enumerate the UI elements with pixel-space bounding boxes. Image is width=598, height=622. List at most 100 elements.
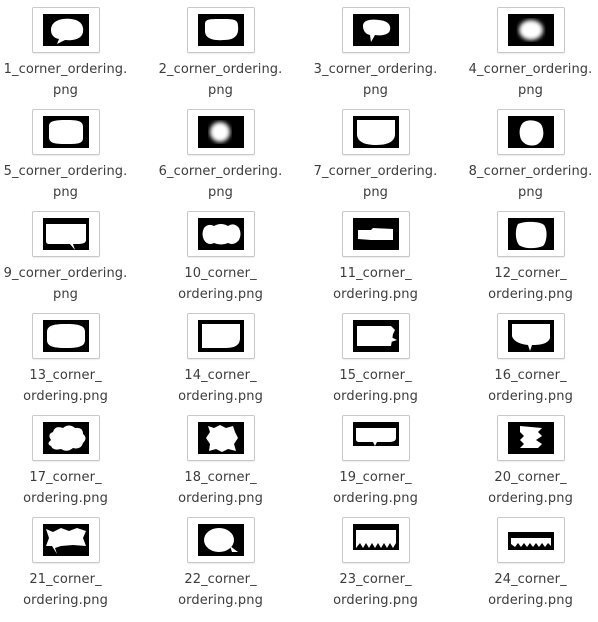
- file-item[interactable]: 11_corner_ordering.png: [298, 211, 453, 313]
- file-name-line2: png: [306, 182, 446, 203]
- file-name-label: 7_corner_ordering.png: [306, 161, 446, 203]
- file-name-line1: 15_corner_: [306, 365, 446, 386]
- file-item[interactable]: 24_corner_ordering.png: [453, 517, 598, 619]
- file-item[interactable]: 20_corner_ordering.png: [453, 415, 598, 517]
- file-name-line1: 13_corner_: [0, 365, 136, 386]
- image-preview-icon: [353, 320, 399, 352]
- file-thumbnail[interactable]: [342, 7, 410, 53]
- file-thumbnail[interactable]: [187, 211, 255, 257]
- file-name-label: 24_corner_ordering.png: [461, 569, 598, 611]
- image-preview-icon: [198, 116, 244, 148]
- image-preview-icon: [508, 524, 554, 556]
- file-thumbnail[interactable]: [342, 415, 410, 461]
- file-thumbnail[interactable]: [187, 517, 255, 563]
- file-name-line1: 14_corner_: [151, 365, 291, 386]
- file-name-line2: ordering.png: [461, 284, 598, 305]
- image-preview-icon: [198, 218, 244, 250]
- file-thumbnail[interactable]: [32, 415, 100, 461]
- file-item[interactable]: 18_corner_ordering.png: [143, 415, 298, 517]
- file-name-line1: 21_corner_: [0, 569, 136, 590]
- file-item[interactable]: 23_corner_ordering.png: [298, 517, 453, 619]
- file-item[interactable]: 7_corner_ordering.png: [298, 109, 453, 211]
- file-name-label: 13_corner_ordering.png: [0, 365, 136, 407]
- file-thumbnail[interactable]: [187, 109, 255, 155]
- file-name-label: 1_corner_ordering.png: [0, 59, 136, 101]
- file-name-line2: ordering.png: [306, 488, 446, 509]
- image-preview-icon: [508, 14, 554, 46]
- file-item[interactable]: 12_corner_ordering.png: [453, 211, 598, 313]
- file-thumbnail[interactable]: [497, 517, 565, 563]
- file-thumbnail[interactable]: [497, 109, 565, 155]
- file-name-line2: png: [461, 80, 598, 101]
- file-name-line2: ordering.png: [461, 488, 598, 509]
- file-name-line2: ordering.png: [0, 590, 136, 611]
- file-name-label: 21_corner_ordering.png: [0, 569, 136, 611]
- file-name-line1: 8_corner_ordering.: [461, 161, 598, 182]
- file-name-label: 8_corner_ordering.png: [461, 161, 598, 203]
- file-name-line2: ordering.png: [151, 386, 291, 407]
- file-name-line1: 12_corner_: [461, 263, 598, 284]
- file-thumbnail[interactable]: [342, 211, 410, 257]
- file-item[interactable]: 16_corner_ordering.png: [453, 313, 598, 415]
- file-item[interactable]: 22_corner_ordering.png: [143, 517, 298, 619]
- file-item[interactable]: 10_corner_ordering.png: [143, 211, 298, 313]
- file-name-label: 22_corner_ordering.png: [151, 569, 291, 611]
- file-item[interactable]: 17_corner_ordering.png: [0, 415, 143, 517]
- image-preview-icon: [43, 524, 89, 556]
- file-item[interactable]: 19_corner_ordering.png: [298, 415, 453, 517]
- file-thumbnail[interactable]: [497, 313, 565, 359]
- file-item[interactable]: 21_corner_ordering.png: [0, 517, 143, 619]
- file-thumbnail[interactable]: [497, 7, 565, 53]
- file-name-line1: 16_corner_: [461, 365, 598, 386]
- file-item[interactable]: 14_corner_ordering.png: [143, 313, 298, 415]
- file-item[interactable]: 6_corner_ordering.png: [143, 109, 298, 211]
- file-name-line2: ordering.png: [151, 284, 291, 305]
- file-name-line2: ordering.png: [306, 284, 446, 305]
- file-thumbnail[interactable]: [32, 7, 100, 53]
- file-thumbnail[interactable]: [32, 109, 100, 155]
- file-thumbnail[interactable]: [187, 415, 255, 461]
- file-thumbnail[interactable]: [497, 415, 565, 461]
- file-thumbnail[interactable]: [342, 517, 410, 563]
- file-name-label: 18_corner_ordering.png: [151, 467, 291, 509]
- file-item[interactable]: 4_corner_ordering.png: [453, 7, 598, 109]
- image-preview-icon: [43, 116, 89, 148]
- file-name-line1: 11_corner_: [306, 263, 446, 284]
- image-preview-icon: [353, 14, 399, 46]
- file-name-line1: 19_corner_: [306, 467, 446, 488]
- file-thumbnail[interactable]: [32, 313, 100, 359]
- image-preview-icon: [198, 320, 244, 352]
- file-thumbnail[interactable]: [342, 109, 410, 155]
- file-thumbnail[interactable]: [342, 313, 410, 359]
- file-thumbnail[interactable]: [187, 313, 255, 359]
- file-name-label: 16_corner_ordering.png: [461, 365, 598, 407]
- file-name-line2: png: [0, 284, 136, 305]
- file-name-line2: ordering.png: [306, 386, 446, 407]
- file-name-line1: 22_corner_: [151, 569, 291, 590]
- image-preview-icon: [508, 218, 554, 250]
- file-name-line2: ordering.png: [306, 590, 446, 611]
- file-item[interactable]: 15_corner_ordering.png: [298, 313, 453, 415]
- file-item[interactable]: 9_corner_ordering.png: [0, 211, 143, 313]
- file-name-line2: ordering.png: [151, 590, 291, 611]
- file-item[interactable]: 8_corner_ordering.png: [453, 109, 598, 211]
- file-name-label: 14_corner_ordering.png: [151, 365, 291, 407]
- file-thumbnail[interactable]: [32, 211, 100, 257]
- file-item[interactable]: 5_corner_ordering.png: [0, 109, 143, 211]
- file-name-line2: ordering.png: [0, 386, 136, 407]
- file-name-line2: ordering.png: [461, 386, 598, 407]
- file-name-label: 17_corner_ordering.png: [0, 467, 136, 509]
- file-name-line2: ordering.png: [151, 488, 291, 509]
- file-name-label: 23_corner_ordering.png: [306, 569, 446, 611]
- file-item[interactable]: 13_corner_ordering.png: [0, 313, 143, 415]
- file-name-label: 4_corner_ordering.png: [461, 59, 598, 101]
- image-preview-icon: [43, 320, 89, 352]
- file-item[interactable]: 1_corner_ordering.png: [0, 7, 143, 109]
- file-thumbnail[interactable]: [32, 517, 100, 563]
- file-item[interactable]: 2_corner_ordering.png: [143, 7, 298, 109]
- file-thumbnail[interactable]: [497, 211, 565, 257]
- file-name-line1: 24_corner_: [461, 569, 598, 590]
- image-preview-icon: [198, 14, 244, 46]
- file-thumbnail[interactable]: [187, 7, 255, 53]
- file-item[interactable]: 3_corner_ordering.png: [298, 7, 453, 109]
